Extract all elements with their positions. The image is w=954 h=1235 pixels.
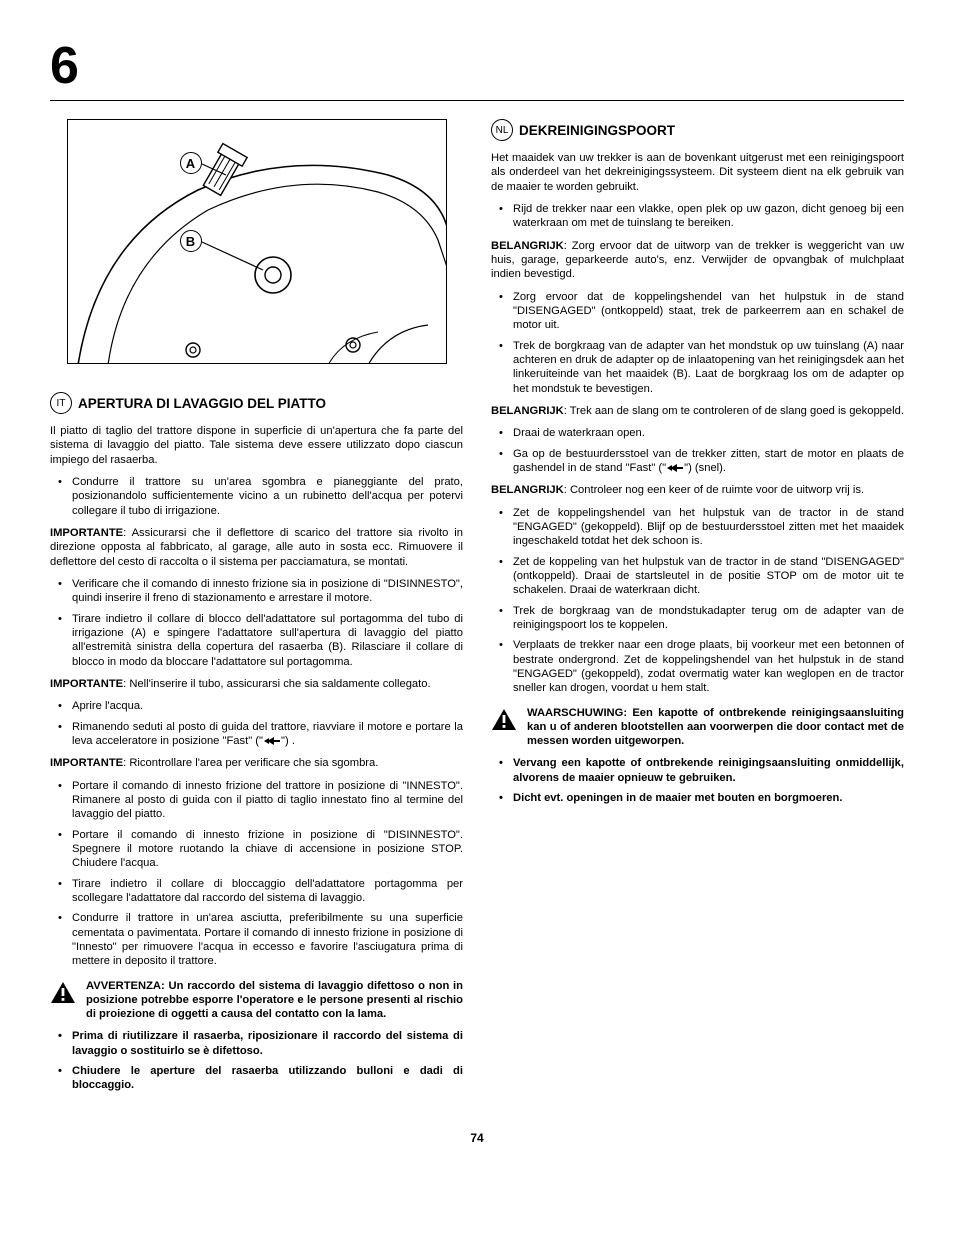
bullet: Zorg ervoor dat de koppelingshendel van … (513, 290, 904, 333)
bullets-nl-2: Zorg ervoor dat de koppelingshendel van … (491, 290, 904, 396)
diagram-label-a: A (180, 152, 202, 174)
right-column: NL DEKREINIGINGSPOORT Het maaidek van uw… (491, 119, 904, 1101)
bullet: Rijd de trekker naar een vlakke, open pl… (513, 202, 904, 231)
warning-icon (50, 981, 76, 1005)
bullet: Draai de waterkraan open. (513, 426, 904, 440)
section-title-it: IT APERTURA DI LAVAGGIO DEL PIATTO (50, 392, 463, 414)
section-title-nl: NL DEKREINIGINGSPOORT (491, 119, 904, 141)
diagram-box: A B (67, 119, 447, 364)
fast-icon (666, 462, 684, 474)
diagram-label-b: B (180, 230, 202, 252)
lang-badge-nl: NL (491, 119, 513, 141)
bullet: Ga op de bestuurdersstoel van de trekker… (513, 447, 904, 476)
page-header: 6 (50, 40, 904, 92)
header-rule (50, 100, 904, 101)
intro-nl: Het maaidek van uw trekker is aan de bov… (491, 151, 904, 194)
bullet: Trek de borgkraag van de adapter van het… (513, 339, 904, 396)
warn-bullets-nl: Vervang een kapotte of ontbrekende reini… (491, 756, 904, 805)
content-columns: A B IT APERTURA DI LAVAGGIO DEL PIATTO I… (50, 119, 904, 1101)
bullet: Condurre il trattore in un'area asciutta… (72, 911, 463, 968)
important-nl-1: BELANGRIJK: Zorg ervoor dat de uitworp v… (491, 239, 904, 282)
important-it-3: IMPORTANTE: Ricontrollare l'area per ver… (50, 756, 463, 770)
warning-icon (491, 708, 517, 732)
important-nl-3: BELANGRIJK: Controleer nog een keer of d… (491, 483, 904, 497)
bullet: Rimanendo seduti al posto di guida del t… (72, 720, 463, 749)
bullets-it-3: Aprire l'acqua. Rimanendo seduti al post… (50, 699, 463, 748)
bullet: Portare il comando di innesto frizione i… (72, 828, 463, 871)
fast-icon (263, 735, 281, 747)
warning-block-it: AVVERTENZA: Un raccordo del sistema di l… (50, 979, 463, 1022)
bullet: Verificare che il comando di innesto fri… (72, 577, 463, 606)
bullet: Tirare indietro il collare di bloccaggio… (72, 877, 463, 906)
bullets-it-2: Verificare che il comando di innesto fri… (50, 577, 463, 669)
bullet: Portare il comando di innesto frizione d… (72, 779, 463, 822)
title-text-it: APERTURA DI LAVAGGIO DEL PIATTO (78, 396, 326, 411)
bullet: Condurre il trattore su un'area sgombra … (72, 475, 463, 518)
intro-it: Il piatto di taglio del trattore dispone… (50, 424, 463, 467)
bullet: Zet de koppeling van het hulpstuk van de… (513, 555, 904, 598)
left-column: A B IT APERTURA DI LAVAGGIO DEL PIATTO I… (50, 119, 463, 1101)
bullets-it-1: Condurre il trattore su un'area sgombra … (50, 475, 463, 518)
bullet: Chiudere le aperture del rasaerba utiliz… (72, 1064, 463, 1093)
diagram-svg (68, 120, 447, 364)
bullet: Prima di riutilizzare il rasaerba, ripos… (72, 1029, 463, 1058)
bullets-nl-3: Draai de waterkraan open. Ga op de bestu… (491, 426, 904, 475)
bullet: Trek de borgkraag van de mondstukadapter… (513, 604, 904, 633)
bullet: Tirare indietro il collare di blocco del… (72, 612, 463, 669)
warning-block-nl: WAARSCHUWING: Een kapotte of ontbrekende… (491, 706, 904, 749)
chapter-number: 6 (50, 40, 79, 92)
bullets-it-4: Portare il comando di innesto frizione d… (50, 779, 463, 969)
lang-badge-it: IT (50, 392, 72, 414)
bullet: Aprire l'acqua. (72, 699, 463, 713)
bullets-nl-4: Zet de koppelingshendel van het hulpstuk… (491, 506, 904, 696)
page-number: 74 (50, 1131, 904, 1145)
important-nl-2: BELANGRIJK: Trek aan de slang om te cont… (491, 404, 904, 418)
bullet: Verplaats de trekker naar een droge plaa… (513, 638, 904, 695)
warn-bullets-it: Prima di riutilizzare il rasaerba, ripos… (50, 1029, 463, 1092)
bullet: Zet de koppelingshendel van het hulpstuk… (513, 506, 904, 549)
bullet: Vervang een kapotte of ontbrekende reini… (513, 756, 904, 785)
important-it-2: IMPORTANTE: Nell'inserire il tubo, assic… (50, 677, 463, 691)
warning-text-nl: WAARSCHUWING: Een kapotte of ontbrekende… (527, 706, 904, 749)
warning-text-it: AVVERTENZA: Un raccordo del sistema di l… (86, 979, 463, 1022)
bullets-nl-1: Rijd de trekker naar een vlakke, open pl… (491, 202, 904, 231)
title-text-nl: DEKREINIGINGSPOORT (519, 123, 675, 138)
important-it-1: IMPORTANTE: Assicurarsi che il deflettor… (50, 526, 463, 569)
bullet: Dicht evt. openingen in de maaier met bo… (513, 791, 904, 805)
